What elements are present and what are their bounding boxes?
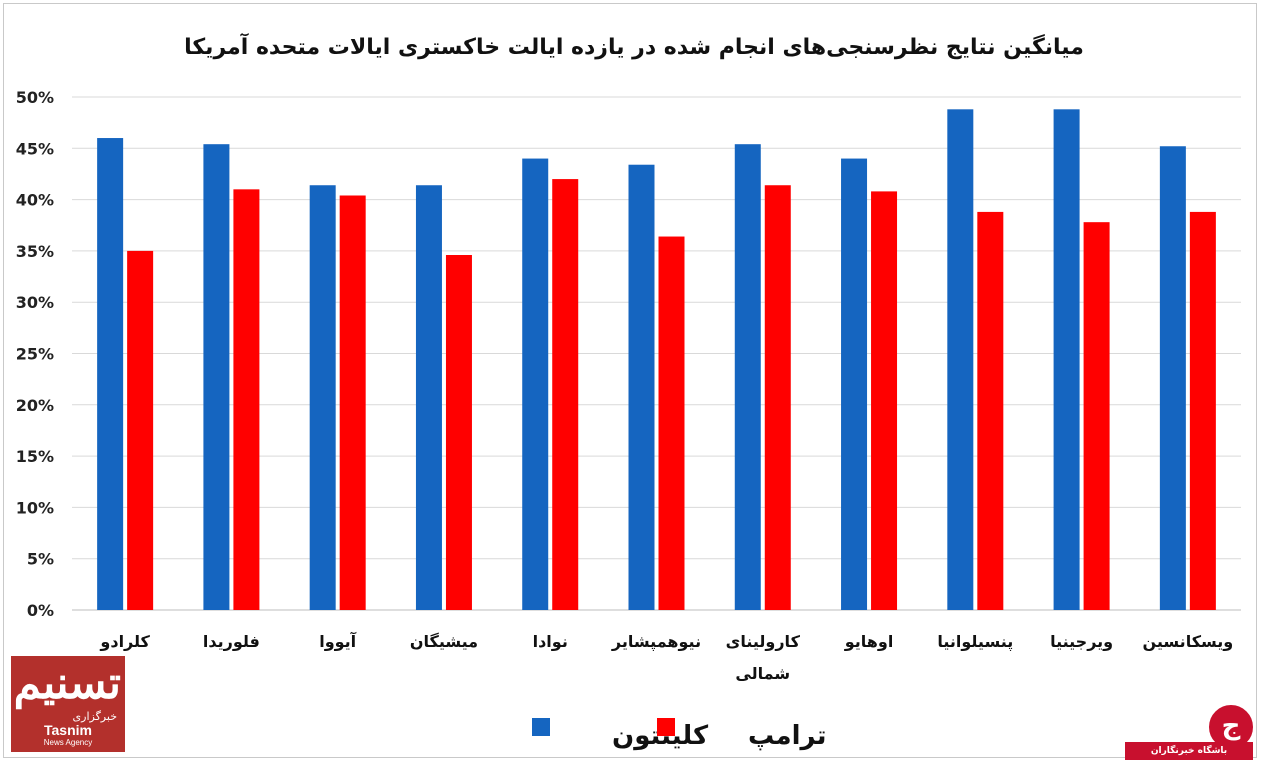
bar-trump — [233, 189, 260, 610]
x-category-label: فلوریدا — [203, 632, 260, 651]
y-tick-label: 0% — [27, 601, 54, 620]
x-category-label: پنسیلوانیا — [937, 632, 1013, 652]
x-category-label: ویرجینیا — [1050, 632, 1113, 651]
bar-trump — [127, 250, 154, 610]
tasnim-sub: News Agency — [43, 738, 93, 747]
tasnim-mark: تسنیم — [13, 658, 121, 709]
legend: کلینتونترامپ — [532, 718, 826, 751]
tasnim-tagline: خبرگزاری — [72, 710, 117, 723]
legend-swatch-trump — [657, 718, 675, 736]
bar-trump — [658, 236, 685, 610]
y-tick-label: 5% — [27, 550, 54, 569]
x-category-label: کلرادو — [99, 632, 150, 651]
bar-clinton — [522, 158, 549, 610]
bar-clinton — [628, 164, 655, 610]
x-category-label: آیووا — [319, 631, 356, 651]
bar-clinton — [947, 109, 974, 610]
x-axis-categories: کلرادو فلوریدا آیووا میشیگان نوادا نیوهمپشایر… — [99, 631, 1233, 683]
y-tick-label: 45% — [16, 139, 54, 158]
x-category-label: اوهایو — [844, 632, 894, 651]
bar-clinton — [203, 144, 230, 611]
watermark-glyph: ج — [1221, 711, 1241, 741]
bars — [97, 109, 1216, 611]
bar-clinton — [309, 185, 336, 610]
y-axis-ticks: 0% 5% 10% 15% 20% 25% 30% 35% 40% 45% 50% — [16, 88, 54, 620]
y-tick-label: 50% — [16, 88, 54, 107]
chart-title: میانگین نتایج نظرسنجی‌های انجام شده در ی… — [184, 32, 1084, 60]
bar-clinton — [415, 185, 442, 610]
x-category-label: نیوهمپشایر — [611, 632, 701, 652]
bar-trump — [1189, 211, 1216, 611]
legend-label-trump: ترامپ — [748, 721, 826, 751]
bar-trump — [871, 191, 898, 610]
y-tick-label: 10% — [16, 498, 54, 517]
bar-clinton — [734, 144, 761, 611]
x-category-label: میشیگان — [410, 632, 478, 651]
bar-trump — [339, 195, 366, 610]
y-tick-label: 40% — [16, 191, 54, 210]
watermark-banner: باشگاه خبرنگاران — [1125, 742, 1253, 760]
bar-trump — [1083, 222, 1110, 610]
x-category-label: ویسکانسین — [1142, 632, 1233, 651]
bar-clinton — [841, 158, 868, 610]
bar-trump — [977, 211, 1004, 611]
tasnim-logo: تسنیم خبرگزاری Tasnim News Agency — [11, 656, 125, 752]
legend-swatch-clinton — [532, 718, 550, 736]
bar-clinton — [1159, 146, 1186, 611]
y-tick-label: 35% — [16, 242, 54, 261]
bar-clinton — [97, 138, 124, 611]
x-category-label: شمالی — [735, 664, 790, 683]
gridlines — [72, 96, 1241, 611]
x-category-label: نوادا — [533, 632, 568, 651]
bar-trump — [764, 185, 791, 610]
bar-clinton — [1053, 109, 1080, 610]
bar-trump — [552, 179, 579, 610]
y-tick-label: 15% — [16, 447, 54, 466]
bar-trump — [445, 255, 472, 610]
y-tick-label: 25% — [16, 345, 54, 364]
tasnim-name: Tasnim — [44, 722, 92, 738]
y-tick-label: 30% — [16, 293, 54, 312]
y-tick-label: 20% — [16, 396, 54, 415]
x-category-label: کارولینای — [726, 632, 801, 651]
